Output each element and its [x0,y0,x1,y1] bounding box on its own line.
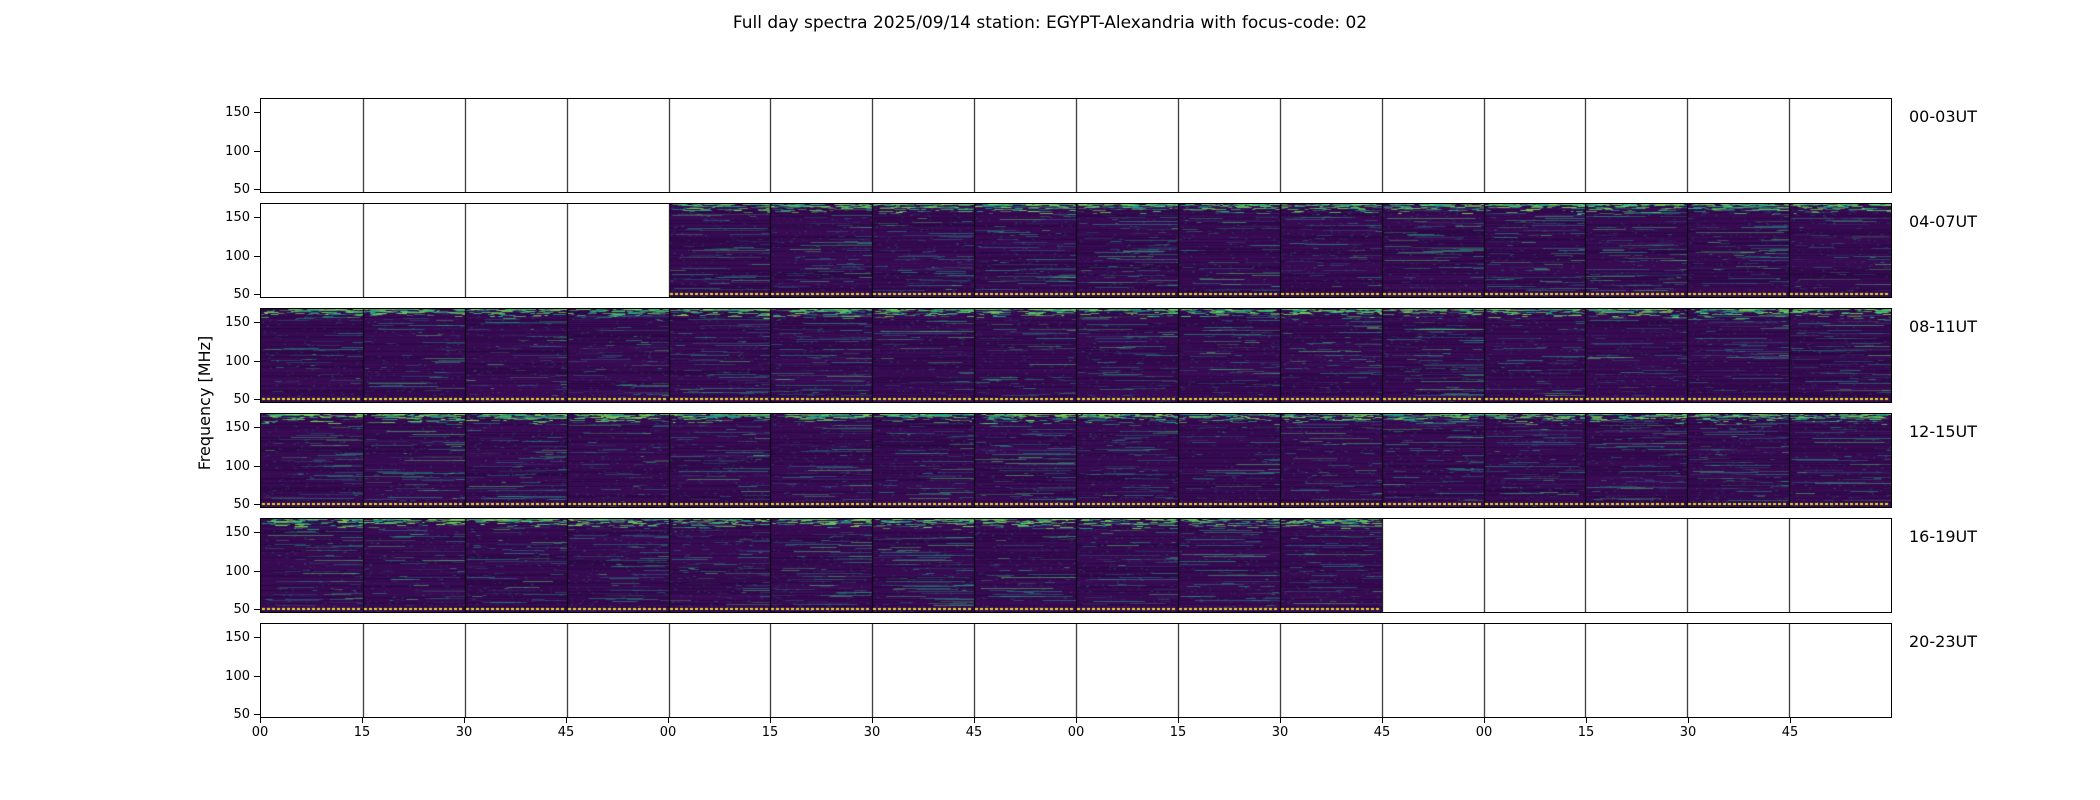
y-tick-mark [254,112,260,113]
x-tick-label: 30 [1271,725,1289,740]
row-time-label: 20-23UT [1909,632,1977,651]
x-tick-label: 45 [1781,725,1799,740]
spectra-row-12-15UT: 12-15UT 150 100 50 [225,413,1977,511]
y-tick-mark [254,189,260,190]
y-tick-label: 150 [225,315,250,330]
spectra-row-16-19UT: 16-19UT 150 100 50 [225,518,1977,616]
x-tick-label: 45 [557,725,575,740]
y-tick-label: 100 [225,564,250,579]
spectrogram-canvas-00-03UT [261,99,1891,192]
x-tick-label: 15 [1577,725,1595,740]
x-tick-mark [566,718,567,723]
x-tick-label: 00 [659,725,677,740]
y-tick-mark [254,294,260,295]
y-tick-label: 50 [233,497,250,512]
x-tick-mark [260,718,261,723]
y-tick-label: 100 [225,669,250,684]
x-tick-label: 15 [761,725,779,740]
y-tick-mark [254,151,260,152]
y-tick-label: 150 [225,630,250,645]
y-tick-mark [254,504,260,505]
x-tick-mark [464,718,465,723]
y-tick-mark [254,571,260,572]
x-tick-label: 30 [863,725,881,740]
spectrogram-canvas-20-23UT [261,624,1891,717]
x-tick-mark [1484,718,1485,723]
x-tick-label: 00 [251,725,269,740]
y-tick-mark [254,676,260,677]
row-time-label: 12-15UT [1909,422,1977,441]
y-tick-label: 100 [225,249,250,264]
x-tick-mark [1280,718,1281,723]
x-tick-mark [1688,718,1689,723]
y-tick-label: 50 [233,287,250,302]
row-time-label: 00-03UT [1909,107,1977,126]
spectra-row-04-07UT: 04-07UT 150 100 50 [225,203,1977,301]
row-time-label: 04-07UT [1909,212,1977,231]
y-tick-mark [254,427,260,428]
spectrogram-canvas-04-07UT [261,204,1891,297]
spectra-row-08-11UT: 08-11UT 150 100 50 [225,308,1977,406]
x-tick-mark [1790,718,1791,723]
x-tick-mark [668,718,669,723]
row-time-label: 08-11UT [1909,317,1977,336]
y-tick-label: 100 [225,354,250,369]
x-tick-label: 00 [1475,725,1493,740]
y-tick-mark [254,714,260,715]
y-tick-mark [254,322,260,323]
x-tick-label: 30 [455,725,473,740]
y-tick-mark [254,256,260,257]
x-tick-label: 15 [353,725,371,740]
x-tick-mark [1178,718,1179,723]
y-tick-label: 50 [233,707,250,722]
x-tick-label: 45 [965,725,983,740]
y-tick-label: 150 [225,210,250,225]
y-tick-label: 150 [225,525,250,540]
spectrogram-canvas-12-15UT [261,414,1891,507]
y-tick-label: 50 [233,392,250,407]
x-tick-label: 30 [1679,725,1697,740]
y-tick-mark [254,466,260,467]
y-tick-mark [254,532,260,533]
x-tick-mark [1586,718,1587,723]
x-tick-mark [1382,718,1383,723]
y-tick-label: 150 [225,105,250,120]
x-tick-mark [974,718,975,723]
x-tick-mark [872,718,873,723]
y-tick-mark [254,361,260,362]
y-tick-mark [254,609,260,610]
spectrogram-canvas-08-11UT [261,309,1891,402]
spectra-row-20-23UT: 20-23UT 150 100 50 [225,623,1977,721]
y-tick-label: 100 [225,459,250,474]
y-tick-mark [254,637,260,638]
y-tick-label: 100 [225,144,250,159]
x-tick-label: 45 [1373,725,1391,740]
spectrogram-canvas-16-19UT [261,519,1891,612]
x-tick-label: 00 [1067,725,1085,740]
y-tick-label: 50 [233,182,250,197]
row-time-label: 16-19UT [1909,527,1977,546]
y-tick-mark [254,217,260,218]
x-tick-mark [362,718,363,723]
y-tick-mark [254,399,260,400]
spectra-row-00-03UT: 00-03UT 150 100 50 [225,98,1977,196]
y-tick-label: 50 [233,602,250,617]
x-tick-mark [1076,718,1077,723]
figure-title: Full day spectra 2025/09/14 station: EGY… [732,13,1368,33]
x-tick-label: 15 [1169,725,1187,740]
y-tick-label: 150 [225,420,250,435]
x-tick-mark [770,718,771,723]
